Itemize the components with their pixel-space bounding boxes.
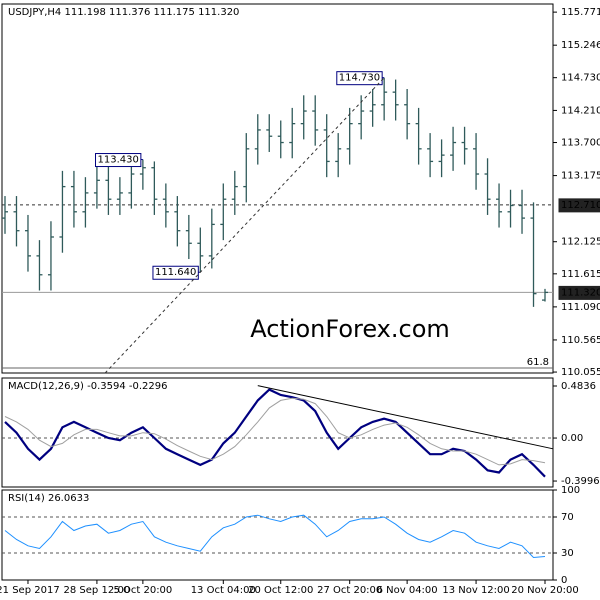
x-tick-label: 13 Nov 12:00 bbox=[442, 585, 509, 596]
series-line bbox=[4, 397, 546, 466]
y-tick-label: 0.4836 bbox=[561, 381, 596, 392]
y-tick-label: 114.210 bbox=[561, 105, 600, 116]
y-tick-label: 115.246 bbox=[561, 40, 600, 51]
label-box bbox=[152, 265, 199, 280]
y-tick-label: 110.565 bbox=[561, 335, 600, 346]
series-line bbox=[4, 514, 546, 559]
level-label: 111.320 bbox=[561, 287, 600, 298]
y-tick-label: 115.771 bbox=[561, 7, 600, 18]
y-tick-label: 111.615 bbox=[561, 269, 600, 280]
y-tick-label: 113.175 bbox=[561, 171, 600, 182]
trend-line bbox=[257, 385, 554, 450]
panel-border bbox=[1, 489, 554, 581]
y-tick-label: 0.00 bbox=[561, 433, 583, 444]
level-label: 112.710 bbox=[561, 200, 600, 211]
y-tick-label: -0.3996 bbox=[561, 476, 600, 487]
panel-title: RSI(14) 26.0633 bbox=[8, 493, 89, 504]
label-box bbox=[95, 153, 142, 168]
watermark: ActionForex.com bbox=[250, 315, 450, 343]
x-tick-label: 21 Sep 2017 bbox=[0, 585, 60, 596]
y-tick-label: 70 bbox=[561, 512, 574, 523]
panel-border bbox=[1, 3, 554, 374]
y-tick-label: 100 bbox=[561, 485, 580, 496]
annotation-label: 111.640 bbox=[155, 267, 196, 278]
trend-line bbox=[104, 77, 385, 374]
x-tick-label: 20 Oct 12:00 bbox=[248, 585, 313, 596]
fib-label: 61.8 bbox=[527, 357, 549, 368]
annotation-label: 114.730 bbox=[339, 73, 380, 84]
y-tick-label: 113.700 bbox=[561, 138, 600, 149]
x-tick-label: 13 Oct 04:00 bbox=[191, 585, 256, 596]
y-tick-label: 0 bbox=[561, 575, 567, 586]
x-tick-label: 28 Sep 12:00 bbox=[64, 585, 131, 596]
x-tick-label: 20 Nov 20:00 bbox=[511, 585, 578, 596]
annotation-label: 113.430 bbox=[98, 155, 139, 166]
y-tick-label: 30 bbox=[561, 548, 574, 559]
panel-title: USDJPY,H4 111.198 111.376 111.175 111.32… bbox=[8, 7, 239, 18]
label-box bbox=[336, 71, 383, 86]
x-tick-label: 6 Nov 04:00 bbox=[377, 585, 438, 596]
y-tick-label: 114.730 bbox=[561, 73, 600, 84]
x-tick-label: 27 Oct 20:00 bbox=[317, 585, 382, 596]
y-tick-label: 110.055 bbox=[561, 367, 600, 378]
label-box bbox=[558, 285, 600, 300]
series-line bbox=[4, 388, 546, 478]
label-box bbox=[558, 198, 600, 213]
x-tick-label: 5 Oct 20:00 bbox=[113, 585, 172, 596]
y-tick-label: 112.125 bbox=[561, 237, 600, 248]
y-tick-label: 111.090 bbox=[561, 302, 600, 313]
panel-title: MACD(12,26,9) -0.3594 -0.2296 bbox=[8, 381, 168, 392]
panel-border bbox=[1, 377, 554, 488]
